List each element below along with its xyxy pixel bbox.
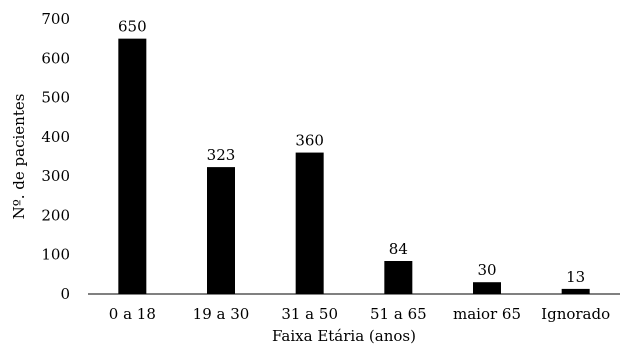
bar-data-label: 323 bbox=[207, 146, 236, 164]
x-category-label: 31 a 50 bbox=[281, 305, 338, 323]
bar-data-label: 30 bbox=[477, 261, 496, 279]
y-tick-label: 400 bbox=[41, 128, 70, 146]
bar-data-label: 13 bbox=[566, 268, 585, 286]
data-labels: 650 323 360 84 30 13 bbox=[118, 18, 585, 286]
x-category-label: Ignorado bbox=[541, 305, 610, 323]
x-category-label: 19 a 30 bbox=[193, 305, 250, 323]
bar bbox=[473, 282, 501, 294]
bar bbox=[561, 288, 590, 294]
x-axis-title: Faixa Etária (anos) bbox=[272, 327, 416, 345]
y-tick-label: 300 bbox=[41, 167, 70, 185]
y-axis-ticks: 0 100 200 300 400 500 600 700 bbox=[41, 10, 70, 303]
bar bbox=[384, 261, 413, 294]
y-tick-label: 600 bbox=[41, 49, 70, 67]
y-tick-label: 500 bbox=[41, 89, 70, 107]
y-tick-label: 0 bbox=[60, 285, 70, 303]
y-tick-label: 200 bbox=[41, 206, 70, 224]
bar bbox=[207, 167, 235, 294]
bar-data-label: 84 bbox=[389, 240, 408, 258]
x-category-label: maior 65 bbox=[453, 305, 521, 323]
bars bbox=[118, 38, 590, 295]
bar bbox=[295, 152, 324, 294]
bar-data-label: 360 bbox=[295, 132, 324, 150]
y-tick-label: 100 bbox=[41, 246, 70, 264]
y-axis-title: Nº. de pacientes bbox=[10, 94, 28, 220]
x-category-label: 51 a 65 bbox=[370, 305, 427, 323]
bar-data-label: 650 bbox=[118, 18, 147, 36]
bar bbox=[118, 38, 147, 295]
x-category-label: 0 a 18 bbox=[109, 305, 156, 323]
x-axis-category-labels: 0 a 18 19 a 30 31 a 50 51 a 65 maior 65 Ignor… bbox=[109, 305, 610, 323]
y-tick-label: 700 bbox=[41, 10, 70, 28]
